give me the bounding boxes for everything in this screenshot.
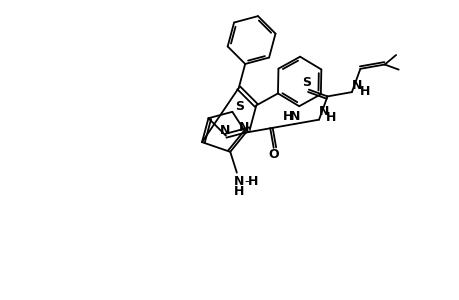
Text: H: H (359, 85, 369, 98)
Text: -: - (244, 175, 248, 188)
Text: H: H (282, 110, 292, 123)
Text: N: N (238, 121, 249, 134)
Text: H: H (325, 111, 336, 124)
Text: N: N (351, 79, 361, 92)
Text: H: H (247, 175, 257, 188)
Text: S: S (234, 100, 243, 113)
Text: S: S (302, 76, 311, 89)
Text: N: N (219, 124, 230, 137)
Text: N: N (233, 175, 243, 188)
Text: N: N (318, 105, 329, 118)
Text: N: N (289, 110, 299, 123)
Text: O: O (268, 148, 279, 161)
Text: H: H (233, 185, 243, 198)
